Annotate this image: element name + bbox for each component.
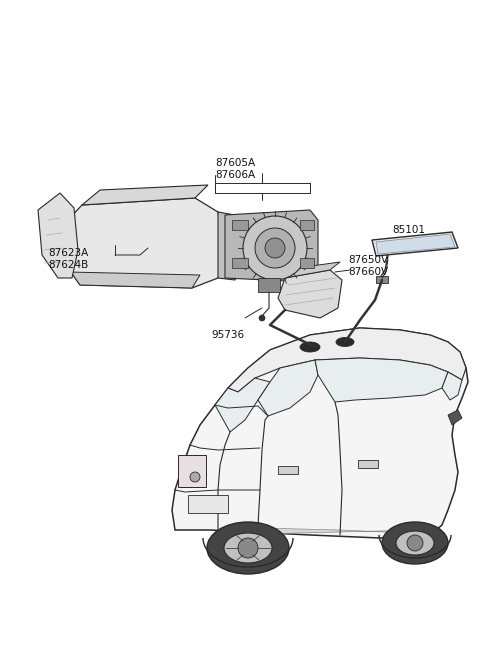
Polygon shape [218,528,420,535]
Polygon shape [442,372,462,400]
Ellipse shape [207,522,289,574]
Text: 87605A
87606A: 87605A 87606A [215,158,255,179]
Text: 87623A
87624B: 87623A 87624B [48,248,88,270]
Polygon shape [172,328,468,538]
Bar [232,258,248,268]
Circle shape [255,228,295,268]
Ellipse shape [224,533,272,563]
Ellipse shape [336,337,354,346]
Bar [376,276,388,283]
Polygon shape [448,410,462,425]
Polygon shape [215,378,270,432]
Polygon shape [285,262,340,278]
Circle shape [265,238,285,258]
Text: 95736: 95736 [211,330,245,340]
Circle shape [190,472,200,482]
Circle shape [238,538,258,558]
Ellipse shape [396,531,434,555]
Text: 87650V
87660V: 87650V 87660V [348,255,388,276]
Text: 85101: 85101 [392,225,425,235]
Polygon shape [82,185,208,205]
Polygon shape [228,328,466,392]
Polygon shape [68,198,225,288]
Polygon shape [225,210,318,282]
Bar [258,278,280,292]
Polygon shape [258,360,318,416]
Bar [178,455,206,487]
Bar [188,495,228,513]
Polygon shape [38,193,78,278]
Ellipse shape [300,342,320,352]
Bar [300,220,314,230]
Bar [232,220,248,230]
Polygon shape [315,358,448,402]
Circle shape [407,535,423,551]
Polygon shape [372,232,458,256]
Polygon shape [218,212,242,280]
Circle shape [259,315,265,321]
Ellipse shape [382,522,448,564]
Bar [300,258,314,268]
Polygon shape [376,234,455,254]
Polygon shape [278,270,342,318]
Circle shape [243,216,307,280]
Bar [278,466,298,474]
Polygon shape [68,268,200,288]
Bar [358,460,378,468]
